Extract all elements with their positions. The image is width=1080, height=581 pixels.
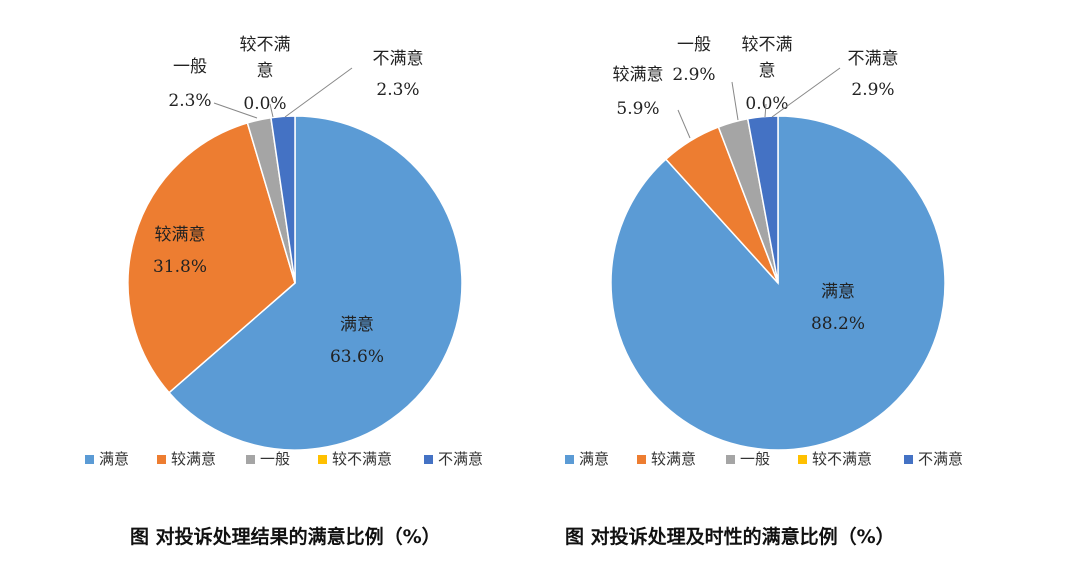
legend-item-satisfied: 满意 [565, 450, 609, 468]
legend-swatch-dissatisfied [424, 455, 433, 464]
data-label-neutral: 一般 2.9% [672, 35, 739, 121]
leader-line-fairly-dissatisfied [764, 103, 767, 118]
pie-slice-fairly-satisfied [127, 121, 296, 394]
svg-text:2.9%: 2.9% [672, 65, 715, 85]
legend-swatch-fairly-satisfied [157, 455, 166, 464]
data-label-satisfied: 满意 63.6% [330, 315, 384, 367]
legend-item-fairly-satisfied: 较满意 [637, 450, 696, 468]
legend-swatch-fairly-dissatisfied [318, 455, 327, 464]
svg-text:较不满: 较不满 [742, 35, 793, 55]
leader-line-fairly-satisfied [677, 109, 691, 139]
legend-item-dissatisfied: 不满意 [904, 450, 963, 468]
legend-swatch-dissatisfied [904, 455, 913, 464]
chart-caption-result: 图 对投诉处理结果的满意比例（%） [130, 526, 441, 548]
svg-text:意: 意 [759, 61, 776, 81]
legend-swatch-satisfied [85, 455, 94, 464]
data-label-fairly-satisfied: 较满意 5.9% [613, 65, 691, 139]
legend-label-satisfied: 满意 [99, 450, 129, 468]
legend-item-fairly-satisfied: 较满意 [157, 450, 216, 468]
legend-label-satisfied: 满意 [579, 450, 609, 468]
svg-text:满意: 满意 [340, 315, 374, 335]
data-label-dissatisfied: 不满意 2.9% [771, 49, 899, 118]
legend-item-fairly-dissatisfied: 较不满意 [318, 450, 392, 468]
svg-text:31.8%: 31.8% [153, 257, 207, 277]
legend-label-neutral: 一般 [260, 450, 290, 468]
svg-text:一般: 一般 [677, 35, 711, 55]
legend-item-neutral: 一般 [726, 450, 770, 468]
pie-slice-dissatisfied [270, 115, 296, 284]
svg-text:满意: 满意 [821, 282, 855, 302]
legend-item-fairly-dissatisfied: 较不满意 [798, 450, 872, 468]
legend-label-fairly-satisfied: 较满意 [171, 450, 216, 468]
legend-item-dissatisfied: 不满意 [424, 450, 483, 468]
svg-text:不满意: 不满意 [373, 49, 424, 69]
legend-swatch-neutral [726, 455, 735, 464]
leader-line-dissatisfied [284, 67, 353, 118]
svg-text:较不满: 较不满 [240, 35, 291, 55]
legend-swatch-fairly-satisfied [637, 455, 646, 464]
pie-slice-satisfied [167, 115, 463, 451]
leader-line-dissatisfied [771, 67, 841, 118]
svg-text:较满意: 较满意 [613, 65, 664, 85]
legend-swatch-fairly-dissatisfied [798, 455, 807, 464]
data-label-satisfied: 满意 88.2% [811, 282, 865, 334]
data-label-dissatisfied: 不满意 2.3% [284, 49, 424, 118]
leader-line-neutral [731, 81, 739, 121]
svg-text:63.6%: 63.6% [330, 347, 384, 367]
svg-text:2.9%: 2.9% [851, 80, 894, 100]
leader-line-neutral [213, 102, 258, 119]
legend-item-satisfied: 满意 [85, 450, 129, 468]
chart-legend: 满意 较满意 一般 较不满意 不满意 [565, 450, 963, 468]
legend-swatch-satisfied [565, 455, 574, 464]
svg-text:88.2%: 88.2% [811, 314, 865, 334]
svg-text:一般: 一般 [173, 57, 207, 77]
svg-text:2.3%: 2.3% [376, 80, 419, 100]
legend-label-fairly-dissatisfied: 较不满意 [332, 450, 392, 468]
legend-label-dissatisfied: 不满意 [918, 450, 963, 468]
data-label-neutral: 一般 2.3% [168, 57, 258, 119]
data-label-fairly-satisfied: 较满意 31.8% [153, 225, 207, 277]
chart-legend: 满意 较满意 一般 较不满意 不满意 [85, 450, 483, 468]
legend-label-dissatisfied: 不满意 [438, 450, 483, 468]
data-label-fairly-dissatisfied: 较不满意 0.0% [240, 35, 291, 118]
svg-text:2.3%: 2.3% [168, 91, 211, 111]
legend-label-fairly-satisfied: 较满意 [651, 450, 696, 468]
legend-label-fairly-dissatisfied: 较不满意 [812, 450, 872, 468]
svg-text:较满意: 较满意 [155, 225, 206, 245]
legend-item-neutral: 一般 [246, 450, 290, 468]
chart-caption-timeliness: 图 对投诉处理及时性的满意比例（%） [565, 526, 895, 548]
svg-text:0.0%: 0.0% [745, 94, 788, 114]
data-label-fairly-dissatisfied: 较不满意 0.0% [742, 35, 793, 118]
svg-text:意: 意 [257, 61, 274, 81]
svg-text:0.0%: 0.0% [243, 94, 286, 114]
svg-text:5.9%: 5.9% [616, 99, 659, 119]
leader-line-fairly-dissatisfied [269, 103, 274, 118]
legend-swatch-neutral [246, 455, 255, 464]
svg-text:不满意: 不满意 [848, 49, 899, 69]
pie-slice-dissatisfied [746, 115, 779, 284]
legend-label-neutral: 一般 [740, 450, 770, 468]
